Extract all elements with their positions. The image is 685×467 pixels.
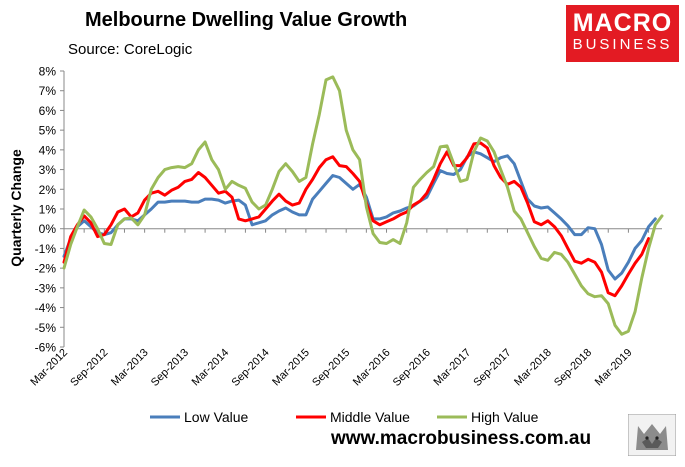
x-tick-label: Mar-2018 bbox=[512, 347, 554, 389]
series-line-high-value bbox=[62, 75, 664, 336]
x-tick-label: Sep-2015 bbox=[310, 347, 352, 389]
y-tick-label: 8% bbox=[39, 65, 57, 79]
y-tick-label: 4% bbox=[39, 143, 57, 157]
y-tick-label: -6% bbox=[35, 341, 57, 355]
y-tick-label: -3% bbox=[35, 281, 57, 295]
x-tick-label: Mar-2015 bbox=[270, 347, 312, 389]
y-tick-label: 3% bbox=[39, 163, 57, 177]
x-tick-label: Sep-2013 bbox=[149, 347, 191, 389]
legend-label-middle-value: Middle Value bbox=[330, 409, 410, 425]
series-lines bbox=[62, 75, 664, 336]
legend-label-high-value: High Value bbox=[471, 409, 539, 425]
legend: Low Value Middle Value High Value bbox=[150, 409, 539, 425]
y-tick-label: 5% bbox=[39, 124, 57, 138]
y-tick-label: -1% bbox=[35, 242, 57, 256]
legend-label-low-value: Low Value bbox=[184, 409, 249, 425]
x-tick-label: Sep-2014 bbox=[229, 347, 271, 389]
macrobusiness-logo: MACRO BUSINESS bbox=[566, 5, 679, 62]
y-tick-label: -4% bbox=[35, 301, 57, 315]
chart-source: Source: CoreLogic bbox=[68, 41, 193, 58]
x-tick-label: Sep-2012 bbox=[68, 347, 110, 389]
x-tick-label: Mar-2013 bbox=[109, 347, 151, 389]
y-axis-label: Quarterly Change bbox=[8, 149, 24, 267]
wolf-logo-icon bbox=[628, 414, 676, 456]
y-tick-label: 7% bbox=[39, 84, 57, 98]
y-tick-label: 2% bbox=[39, 183, 57, 197]
gridlines bbox=[60, 70, 650, 348]
x-tick-label: Sep-2017 bbox=[471, 347, 513, 389]
x-tick-label: Sep-2016 bbox=[391, 347, 433, 389]
y-tick-label: -2% bbox=[35, 262, 57, 276]
chart-title: Melbourne Dwelling Value Growth bbox=[85, 9, 408, 31]
y-tick-label: 0% bbox=[39, 222, 57, 236]
axes bbox=[63, 71, 662, 347]
website-url: www.macrobusiness.com.au bbox=[331, 428, 592, 449]
x-tick-label: Sep-2018 bbox=[552, 347, 594, 389]
x-tick-label: Mar-2014 bbox=[190, 347, 232, 389]
y-tick-labels: 8% 7% 6% 5% 4% 3% 2% 1% 0% -1% -2% -3% -4% -5% -6% bbox=[35, 65, 57, 355]
x-tick-labels: Mar-2012Sep-2012Mar-2013Sep-2013Mar-2014… bbox=[28, 347, 634, 389]
y-tick-label: -5% bbox=[35, 321, 57, 335]
series-line-middle-value bbox=[62, 141, 651, 298]
x-tick-label: Mar-2019 bbox=[593, 347, 635, 389]
y-tick-label: 1% bbox=[39, 203, 57, 217]
x-tick-label: Mar-2017 bbox=[431, 347, 473, 389]
x-tick-label: Mar-2016 bbox=[351, 347, 393, 389]
logo-bottom-text: BUSINESS bbox=[572, 36, 673, 53]
logo-top-text: MACRO bbox=[572, 9, 673, 37]
y-tick-label: 6% bbox=[39, 104, 57, 118]
